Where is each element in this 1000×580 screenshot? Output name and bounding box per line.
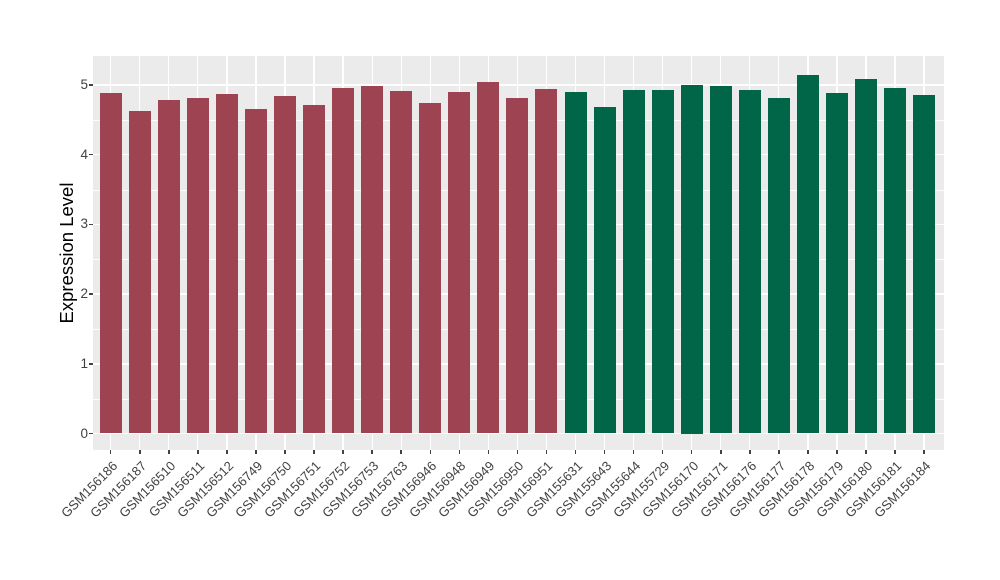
gridline-major-y-0 (93, 432, 944, 435)
bar-GSM155631 (564, 91, 587, 434)
x-tick-mark-GSM156763 (400, 450, 402, 454)
bar-GSM156170 (680, 85, 703, 434)
bar-GSM156180 (855, 79, 877, 434)
x-tick-mark-GSM156180 (865, 450, 867, 454)
x-tick-mark-GSM156181 (894, 450, 896, 454)
x-tick-mark-GSM156171 (720, 450, 722, 454)
x-tick-mark-GSM156511 (197, 450, 199, 454)
bar-GSM156751 (303, 105, 326, 434)
bar-GSM156950 (506, 98, 529, 434)
bar-GSM156749 (244, 108, 267, 434)
bar-GSM156181 (884, 87, 907, 434)
x-tick-mark-GSM156512 (226, 450, 228, 454)
x-tick-mark-GSM156949 (487, 450, 490, 454)
bar-GSM156763 (390, 90, 413, 434)
bar-GSM156752 (332, 87, 355, 434)
y-tick-mark-4 (89, 153, 93, 156)
x-tick-mark-GSM156948 (458, 450, 461, 454)
x-tick-mark-GSM156752 (342, 450, 344, 454)
x-tick-mark-GSM156753 (371, 450, 373, 454)
x-tick-mark-GSM156749 (255, 450, 257, 454)
bar-GSM156948 (448, 91, 471, 434)
bar-GSM156750 (274, 96, 296, 434)
bar-GSM155643 (593, 106, 616, 434)
bar-GSM156184 (913, 94, 936, 434)
bar-GSM156951 (535, 89, 558, 434)
bar-GSM156511 (186, 98, 209, 434)
x-tick-mark-GSM156178 (807, 450, 809, 454)
y-tick-mark-5 (89, 84, 93, 86)
bar-GSM156176 (738, 89, 761, 434)
x-tick-mark-GSM156170 (690, 450, 693, 454)
bar-GSM156177 (767, 97, 790, 434)
bar-GSM156187 (128, 111, 151, 434)
x-tick-mark-GSM156951 (545, 450, 548, 454)
x-tick-mark-GSM155631 (574, 450, 577, 454)
y-tick-label-5: 5 (80, 77, 88, 92)
y-tick-label-2: 2 (80, 286, 88, 302)
x-tick-mark-GSM156186 (109, 450, 112, 454)
bar-GSM156179 (825, 92, 848, 434)
y-tick-label-4: 4 (80, 146, 88, 162)
bar-GSM156512 (215, 94, 238, 434)
bar-GSM156753 (361, 86, 384, 434)
x-tick-mark-GSM156184 (923, 450, 925, 454)
x-tick-mark-GSM155643 (603, 450, 606, 454)
x-tick-mark-GSM156179 (836, 450, 838, 454)
x-tick-mark-GSM156177 (778, 450, 780, 454)
x-tick-mark-GSM156176 (749, 450, 751, 454)
y-tick-mark-2 (89, 293, 93, 295)
bar-GSM156178 (796, 74, 819, 434)
bar-GSM155644 (622, 89, 645, 434)
x-tick-mark-GSM155729 (661, 450, 664, 454)
bar-GSM156510 (157, 100, 180, 434)
bar-GSM156186 (99, 93, 122, 434)
y-tick-mark-0 (89, 432, 93, 435)
y-tick-mark-1 (89, 363, 93, 365)
x-tick-mark-GSM156950 (516, 450, 519, 454)
x-tick-mark-GSM155644 (632, 450, 635, 454)
y-tick-label-0: 0 (80, 425, 88, 441)
y-tick-mark-3 (89, 223, 93, 226)
y-tick-label-3: 3 (80, 216, 88, 232)
x-tick-mark-GSM156751 (313, 450, 315, 454)
plot-panel (93, 56, 944, 450)
gridline-major-y-5 (93, 84, 944, 86)
bar-GSM155729 (651, 89, 674, 434)
x-tick-mark-GSM156750 (284, 450, 286, 454)
x-tick-mark-GSM156946 (429, 450, 431, 454)
x-tick-mark-GSM156187 (139, 450, 141, 454)
bar-GSM156949 (477, 81, 500, 434)
y-tick-label-1: 1 (80, 355, 88, 371)
bar-GSM156946 (419, 103, 442, 434)
x-tick-mark-GSM156510 (168, 450, 170, 454)
bar-GSM156171 (709, 86, 732, 434)
